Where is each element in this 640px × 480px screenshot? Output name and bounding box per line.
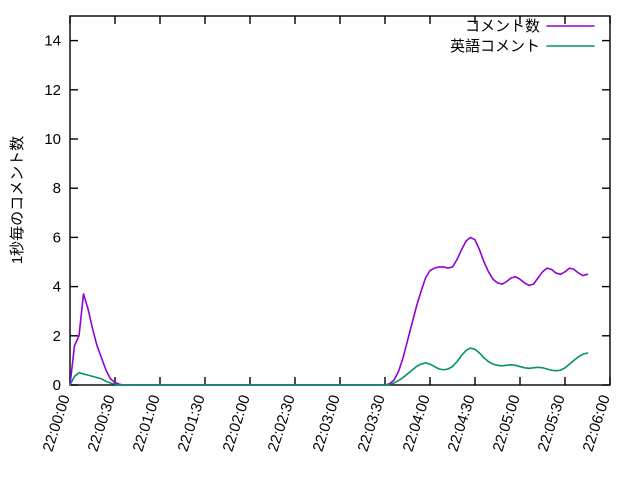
x-tick-label: 22:04:00 — [400, 393, 434, 454]
x-tick-label: 22:03:30 — [355, 393, 389, 454]
x-tick-label: 22:01:30 — [175, 393, 209, 454]
y-axis-tick-group — [70, 39, 610, 386]
x-tick-label: 22:03:00 — [310, 393, 344, 454]
x-axis-labels: 22:00:00 22:00:30 22:01:00 22:01:30 22:02:00… — [40, 393, 614, 454]
y-tick-label: 12 — [44, 82, 61, 99]
y-tick-label: 6 — [53, 229, 61, 246]
y-tick-label: 2 — [53, 328, 61, 345]
x-tick-label: 22:00:30 — [85, 393, 119, 454]
x-tick-label: 22:01:00 — [130, 393, 164, 454]
plot-frame — [69, 15, 611, 386]
y-tick-label: 10 — [44, 131, 61, 148]
legend-label-1: 英語コメント — [450, 37, 540, 55]
series-group — [69, 236, 589, 386]
x-tick-label: 22:05:30 — [535, 393, 569, 454]
y-tick-label: 0 — [53, 377, 61, 394]
series-line-0 — [69, 236, 589, 386]
legend-label-0: コメント数 — [465, 18, 540, 35]
y-axis-title: 1秒毎のコメント数 — [9, 136, 26, 264]
y-tick-label: 4 — [53, 279, 61, 296]
x-tick-label: 22:02:30 — [265, 393, 299, 454]
x-tick-label: 22:04:30 — [445, 393, 479, 454]
y-axis-labels: 0 2 4 6 8 10 12 14 — [44, 33, 61, 394]
series-line-1 — [69, 347, 589, 386]
x-tick-label: 22:06:00 — [580, 393, 614, 454]
x-tick-label: 22:02:00 — [220, 393, 254, 454]
x-tick-label: 22:00:00 — [40, 393, 74, 454]
x-axis-tick-group — [69, 16, 611, 385]
y-tick-label: 8 — [53, 180, 61, 197]
x-tick-label: 22:05:00 — [490, 393, 524, 454]
y-tick-label: 14 — [44, 33, 61, 50]
